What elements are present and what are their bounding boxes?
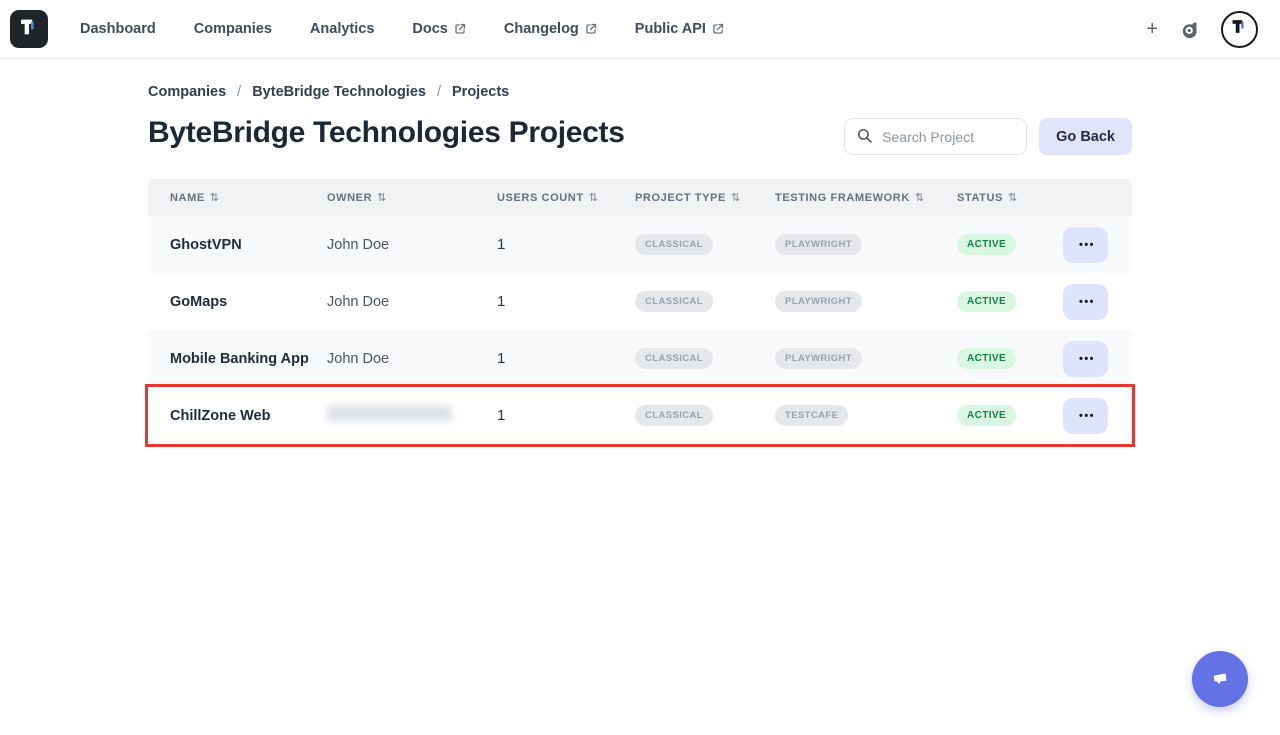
owner-cell: John Doe [327, 351, 497, 367]
external-link-icon [454, 23, 466, 35]
project-type-badge: CLASSICAL [635, 291, 713, 312]
users-count: 1 [497, 407, 506, 424]
row-actions-button[interactable]: ••• [1063, 340, 1108, 377]
title-row: ByteBridge Technologies Projects Go Back [148, 116, 1132, 155]
nav-item-label: Companies [193, 21, 272, 37]
column-header[interactable]: OWNER ⇅ [327, 191, 497, 205]
column-header[interactable]: STATUS ⇅ [957, 191, 1063, 205]
toolbar: Go Back [844, 118, 1132, 155]
testing-framework-badge: TESTCAFE [775, 405, 849, 426]
brand-logo[interactable] [10, 10, 48, 48]
nav-item[interactable]: Changelog [504, 21, 597, 37]
nav-item-label: Changelog [503, 21, 579, 37]
nav-menu: Dashboard Companies Analytics Docs [80, 21, 724, 37]
search-wrap [844, 118, 1028, 155]
nav-item[interactable]: Docs [412, 21, 466, 37]
owner-name: John Doe [327, 236, 390, 253]
nav-item-label: Analytics [309, 21, 375, 37]
breadcrumb-item[interactable]: ByteBridge Technologies [252, 84, 426, 100]
t-mark-icon [1229, 16, 1250, 42]
headset-icon[interactable] [1180, 20, 1199, 39]
column-header-label: PROJECT TYPE [635, 191, 726, 204]
users-count: 1 [497, 350, 506, 367]
breadcrumb-separator: / [436, 84, 441, 100]
row-actions-button[interactable]: ••• [1063, 283, 1108, 320]
owner-cell: John Doe [327, 237, 497, 253]
search-icon [856, 127, 873, 149]
breadcrumb-item[interactable]: Projects [452, 84, 510, 100]
nav-item[interactable]: Public API [635, 21, 724, 37]
column-header-label: NAME [170, 191, 205, 204]
page-title: ByteBridge Technologies Projects [148, 116, 625, 149]
column-header-label: OWNER [327, 191, 373, 204]
owner-name: John Doe [327, 293, 390, 310]
status-badge: ACTIVE [957, 348, 1017, 369]
users-count: 1 [497, 293, 506, 310]
nav-item[interactable]: Analytics [310, 21, 374, 37]
nav-right-actions: + [1146, 10, 1258, 48]
testing-framework-badge: PLAYWRIGHT [775, 291, 862, 312]
status-badge: ACTIVE [957, 234, 1017, 255]
owner-cell: John Doe [327, 294, 497, 310]
table-body: GhostVPN John Doe 1 CLASSICAL PLAYWRIGHT… [148, 216, 1132, 444]
project-type-badge: CLASSICAL [635, 405, 713, 426]
owner-name: John Doe [327, 350, 390, 367]
sort-icon: ⇅ [377, 192, 387, 204]
top-navigation: Dashboard Companies Analytics Docs [0, 0, 1280, 59]
t-mark-icon [17, 15, 41, 44]
sort-icon: ⇅ [730, 192, 741, 204]
users-count: 1 [497, 236, 506, 253]
table-row[interactable]: Mobile Banking App John Doe 1 CLASSICAL … [148, 330, 1132, 387]
chat-widget-button[interactable] [1192, 651, 1248, 707]
column-header-label: USERS COUNT [497, 191, 584, 204]
project-name-link[interactable]: ChillZone Web [170, 407, 271, 424]
nav-item[interactable]: Companies [194, 21, 272, 37]
breadcrumb: Companies / ByteBridge Technologies / Projec… [148, 84, 1132, 100]
table-header-row: NAME ⇅ OWNER ⇅ USERS COUNT ⇅ PROJECT TYP… [148, 179, 1132, 216]
nav-item[interactable]: Dashboard [80, 21, 156, 37]
column-header[interactable]: NAME ⇅ [170, 191, 327, 205]
owner-cell [327, 406, 497, 425]
testing-framework-badge: PLAYWRIGHT [775, 348, 862, 369]
table-row[interactable]: GoMaps John Doe 1 CLASSICAL PLAYWRIGHT A… [148, 273, 1132, 330]
status-badge: ACTIVE [957, 405, 1017, 426]
external-link-icon [585, 23, 597, 35]
nav-item-label: Docs [412, 21, 448, 37]
nav-item-label: Public API [634, 21, 706, 37]
breadcrumb-separator: / [237, 84, 242, 100]
nav-item-label: Dashboard [80, 21, 156, 37]
project-name-link[interactable]: GoMaps [170, 293, 228, 310]
projects-table: NAME ⇅ OWNER ⇅ USERS COUNT ⇅ PROJECT TYP… [148, 179, 1132, 444]
table-row[interactable]: ChillZone Web 1 CLASSICAL TESTCAFE ACTIV… [148, 387, 1132, 444]
column-header-label: STATUS [957, 191, 1003, 204]
row-actions-button[interactable]: ••• [1063, 397, 1108, 434]
table-row[interactable]: GhostVPN John Doe 1 CLASSICAL PLAYWRIGHT… [148, 216, 1132, 273]
speech-bubble-icon [1205, 663, 1235, 696]
testing-framework-badge: PLAYWRIGHT [775, 234, 862, 255]
owner-redacted-blur [327, 406, 452, 421]
status-badge: ACTIVE [957, 291, 1017, 312]
external-link-icon [712, 23, 724, 35]
main-content: Companies / ByteBridge Technologies / Projec… [148, 84, 1132, 444]
column-header[interactable]: TESTING FRAMEWORK ⇅ [775, 191, 957, 205]
sort-icon: ⇅ [914, 192, 925, 204]
project-name-link[interactable]: Mobile Banking App [170, 350, 309, 367]
column-header[interactable]: PROJECT TYPE ⇅ [635, 191, 775, 205]
sort-icon: ⇅ [1007, 192, 1018, 204]
go-back-button[interactable]: Go Back [1039, 118, 1132, 155]
row-actions-button[interactable]: ••• [1063, 226, 1108, 263]
project-type-badge: CLASSICAL [635, 348, 713, 369]
search-input[interactable] [844, 118, 1028, 155]
user-avatar[interactable] [1221, 10, 1258, 48]
project-name-link[interactable]: GhostVPN [170, 236, 242, 253]
breadcrumb-item[interactable]: Companies [148, 84, 227, 100]
project-type-badge: CLASSICAL [635, 234, 713, 255]
column-header[interactable]: USERS COUNT ⇅ [497, 191, 635, 205]
add-button[interactable]: + [1146, 18, 1158, 40]
sort-icon: ⇅ [209, 192, 220, 204]
column-header-label: TESTING FRAMEWORK [775, 191, 910, 204]
sort-icon: ⇅ [588, 192, 599, 204]
